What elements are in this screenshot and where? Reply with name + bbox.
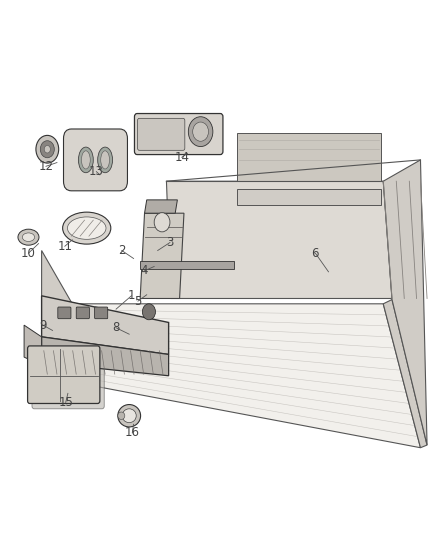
Ellipse shape	[81, 151, 90, 169]
Polygon shape	[42, 337, 169, 376]
Ellipse shape	[78, 147, 93, 173]
Polygon shape	[145, 200, 177, 213]
Polygon shape	[383, 300, 427, 448]
FancyBboxPatch shape	[32, 351, 104, 409]
Ellipse shape	[18, 229, 39, 245]
Circle shape	[40, 141, 54, 158]
Circle shape	[154, 213, 170, 232]
Ellipse shape	[101, 151, 110, 169]
FancyBboxPatch shape	[64, 129, 127, 191]
Circle shape	[188, 117, 213, 147]
Text: 13: 13	[89, 165, 104, 178]
Ellipse shape	[122, 409, 136, 423]
FancyBboxPatch shape	[138, 118, 185, 150]
Ellipse shape	[22, 233, 35, 241]
Circle shape	[44, 146, 50, 153]
Polygon shape	[140, 213, 184, 298]
Text: 12: 12	[39, 160, 53, 173]
Polygon shape	[42, 296, 169, 354]
Polygon shape	[68, 304, 420, 448]
Text: 15: 15	[58, 396, 73, 409]
Ellipse shape	[118, 405, 141, 427]
Text: 10: 10	[21, 247, 36, 260]
FancyBboxPatch shape	[95, 307, 108, 319]
Polygon shape	[42, 251, 72, 381]
FancyBboxPatch shape	[28, 346, 100, 403]
FancyBboxPatch shape	[76, 307, 89, 319]
Circle shape	[36, 135, 59, 163]
Polygon shape	[140, 261, 234, 269]
Ellipse shape	[98, 147, 113, 173]
Text: 5: 5	[134, 295, 141, 308]
Polygon shape	[237, 133, 381, 181]
Text: 2: 2	[118, 244, 126, 257]
Text: 11: 11	[57, 240, 72, 253]
FancyBboxPatch shape	[134, 114, 223, 155]
Circle shape	[142, 304, 155, 320]
Text: 16: 16	[125, 426, 140, 439]
Ellipse shape	[118, 412, 125, 419]
Text: 6: 6	[311, 247, 319, 260]
Text: 1: 1	[127, 289, 135, 302]
Ellipse shape	[63, 212, 111, 244]
Polygon shape	[166, 181, 392, 298]
FancyBboxPatch shape	[58, 307, 71, 319]
Text: 4: 4	[141, 264, 148, 277]
Ellipse shape	[67, 217, 106, 239]
Text: 8: 8	[113, 321, 120, 334]
Polygon shape	[237, 189, 381, 205]
Text: 9: 9	[39, 319, 47, 332]
Text: 14: 14	[174, 151, 189, 164]
Circle shape	[193, 122, 208, 141]
Polygon shape	[24, 325, 42, 365]
Text: 3: 3	[166, 236, 173, 249]
Polygon shape	[383, 160, 427, 445]
